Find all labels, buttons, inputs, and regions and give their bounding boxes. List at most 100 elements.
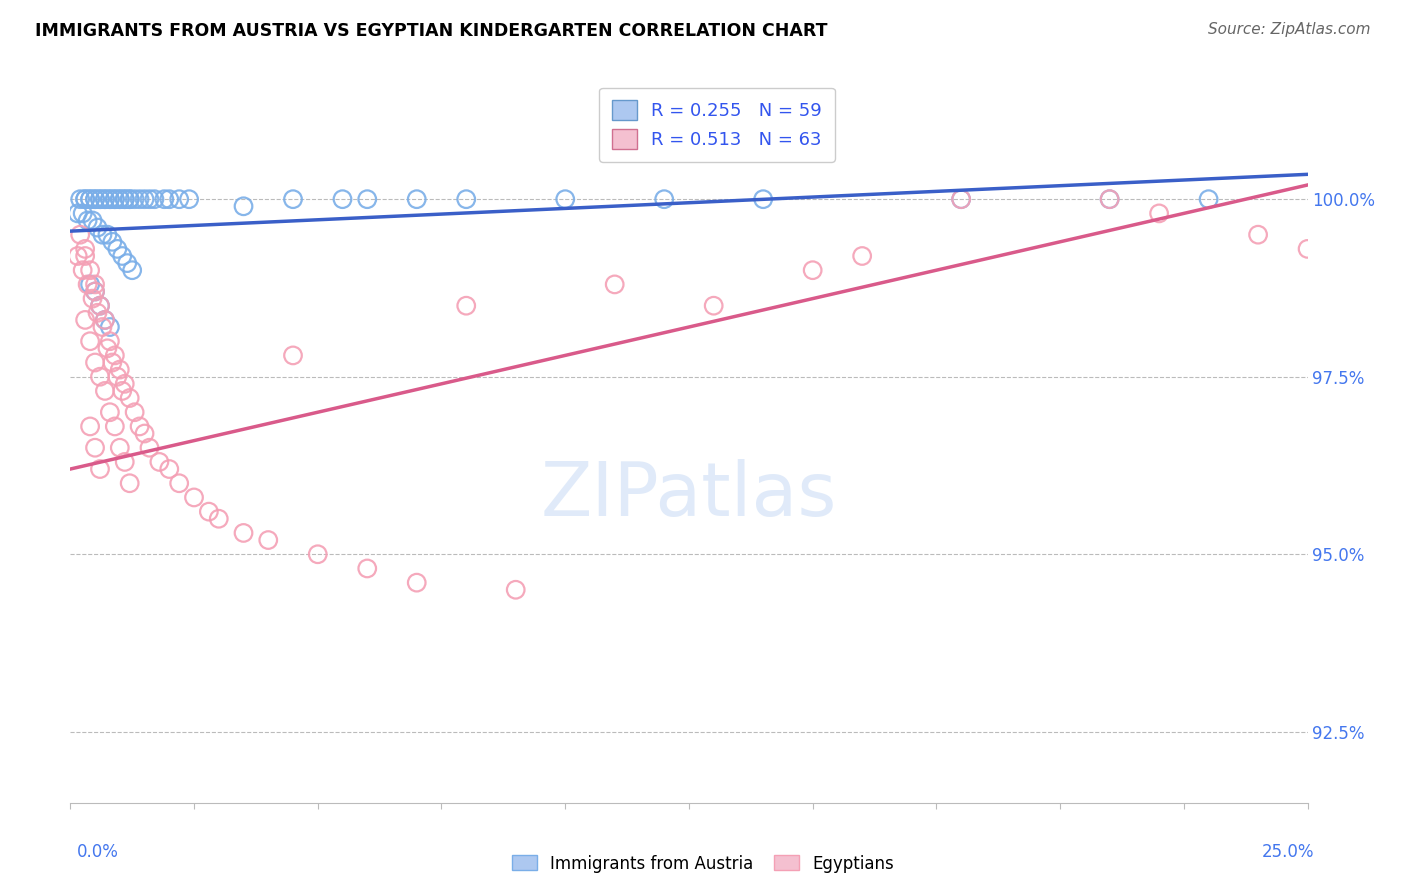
Point [118,391,141,405]
Point [101,235,124,249]
Point [91,227,114,242]
Text: 0.0%: 0.0% [77,843,120,861]
Point [281,192,304,206]
Point [79,192,101,206]
Point [89,369,111,384]
Point [134,426,156,441]
Point [84,285,107,299]
Point [167,476,190,491]
Point [91,320,114,334]
Point [89,192,111,206]
Point [405,192,427,206]
Text: ZIPatlas: ZIPatlas [541,459,837,533]
Point [79,263,101,277]
Point [82,213,104,227]
Point [104,348,127,362]
Point [79,419,101,434]
Legend: R = 0.255   N = 59, R = 0.513   N = 63: R = 0.255 N = 59, R = 0.513 N = 63 [599,87,835,161]
Point [1198,192,1220,206]
Point [84,192,107,206]
Point [114,192,136,206]
Point [69,192,91,206]
Point [232,199,254,213]
Point [281,348,304,362]
Point [96,341,118,355]
Point [98,192,121,206]
Point [75,242,97,256]
Point [94,192,117,206]
Point [108,192,131,206]
Point [752,192,775,206]
Point [84,285,107,299]
Point [108,362,131,376]
Point [98,405,121,419]
Text: 25.0%: 25.0% [1263,843,1315,861]
Point [84,355,107,369]
Point [115,256,138,270]
Point [104,192,127,206]
Point [208,512,231,526]
Point [108,441,131,455]
Text: Source: ZipAtlas.com: Source: ZipAtlas.com [1208,22,1371,37]
Point [801,263,824,277]
Point [114,192,136,206]
Point [1098,192,1121,206]
Point [104,192,127,206]
Point [75,192,97,206]
Point [456,192,478,206]
Point [232,525,254,540]
Point [98,320,121,334]
Point [1147,206,1170,220]
Point [75,192,97,206]
Point [84,277,107,292]
Point [76,277,98,292]
Point [98,334,121,349]
Point [1098,192,1121,206]
Point [121,263,143,277]
Point [104,419,127,434]
Point [332,192,354,206]
Point [124,192,146,206]
Point [1296,242,1319,256]
Point [89,462,111,476]
Point [307,547,329,561]
Point [89,192,111,206]
Point [79,334,101,349]
Point [114,455,136,469]
Point [66,249,89,263]
Point [153,192,176,206]
Point [456,299,478,313]
Point [94,192,117,206]
Point [105,369,128,384]
Point [1247,227,1270,242]
Point [98,192,121,206]
Point [138,192,160,206]
Point [505,582,527,597]
Point [118,192,141,206]
Point [257,533,280,547]
Point [950,192,973,206]
Point [138,441,160,455]
Point [66,206,89,220]
Point [105,242,128,256]
Point [82,292,104,306]
Legend: Immigrants from Austria, Egyptians: Immigrants from Austria, Egyptians [506,848,900,880]
Point [128,419,150,434]
Point [76,213,98,227]
Point [72,263,94,277]
Point [75,249,97,263]
Point [94,313,117,327]
Point [89,299,111,313]
Point [118,476,141,491]
Point [167,192,190,206]
Point [89,299,111,313]
Point [124,405,146,419]
Point [703,299,725,313]
Point [198,505,221,519]
Point [94,384,117,398]
Point [84,441,107,455]
Point [96,227,118,242]
Point [652,192,675,206]
Point [950,192,973,206]
Point [143,192,166,206]
